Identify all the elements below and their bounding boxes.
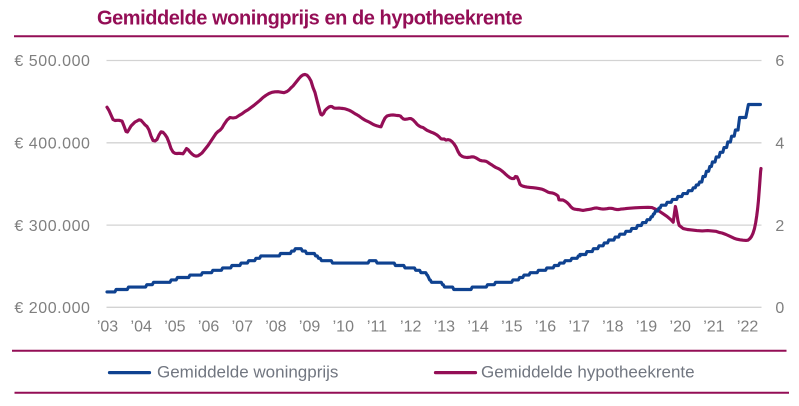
svg-text:€ 300.000: € 300.000 [14, 218, 90, 235]
svg-text:Gemiddelde hypotheekrente: Gemiddelde hypotheekrente [481, 363, 695, 382]
svg-text:’12: ’12 [400, 319, 421, 336]
svg-text:4: 4 [775, 136, 784, 153]
svg-text:Gemiddelde woningprijs en de h: Gemiddelde woningprijs en de hypotheekre… [97, 8, 522, 30]
svg-text:6: 6 [775, 53, 784, 70]
svg-text:’20: ’20 [670, 319, 691, 336]
svg-text:’05: ’05 [164, 319, 185, 336]
svg-text:2: 2 [775, 218, 784, 235]
svg-text:’08: ’08 [265, 319, 286, 336]
svg-text:Gemiddelde woningprijs: Gemiddelde woningprijs [157, 363, 338, 382]
svg-text:’18: ’18 [602, 319, 623, 336]
svg-text:’14: ’14 [467, 319, 488, 336]
svg-text:’21: ’21 [703, 319, 724, 336]
svg-text:’17: ’17 [569, 319, 590, 336]
svg-text:’03: ’03 [97, 319, 118, 336]
svg-text:’15: ’15 [501, 319, 522, 336]
svg-text:0: 0 [775, 300, 784, 317]
svg-text:’07: ’07 [232, 319, 253, 336]
svg-text:’22: ’22 [737, 319, 758, 336]
svg-text:’16: ’16 [535, 319, 556, 336]
svg-text:€ 200.000: € 200.000 [14, 300, 90, 317]
svg-text:€ 500.000: € 500.000 [14, 53, 90, 70]
svg-text:’11: ’11 [367, 319, 387, 336]
svg-text:€ 400.000: € 400.000 [14, 136, 90, 153]
svg-text:’06: ’06 [198, 319, 219, 336]
svg-text:’19: ’19 [636, 319, 657, 336]
svg-text:’09: ’09 [299, 319, 320, 336]
svg-text:’10: ’10 [333, 319, 354, 336]
svg-text:’13: ’13 [434, 319, 455, 336]
svg-text:’04: ’04 [131, 319, 152, 336]
